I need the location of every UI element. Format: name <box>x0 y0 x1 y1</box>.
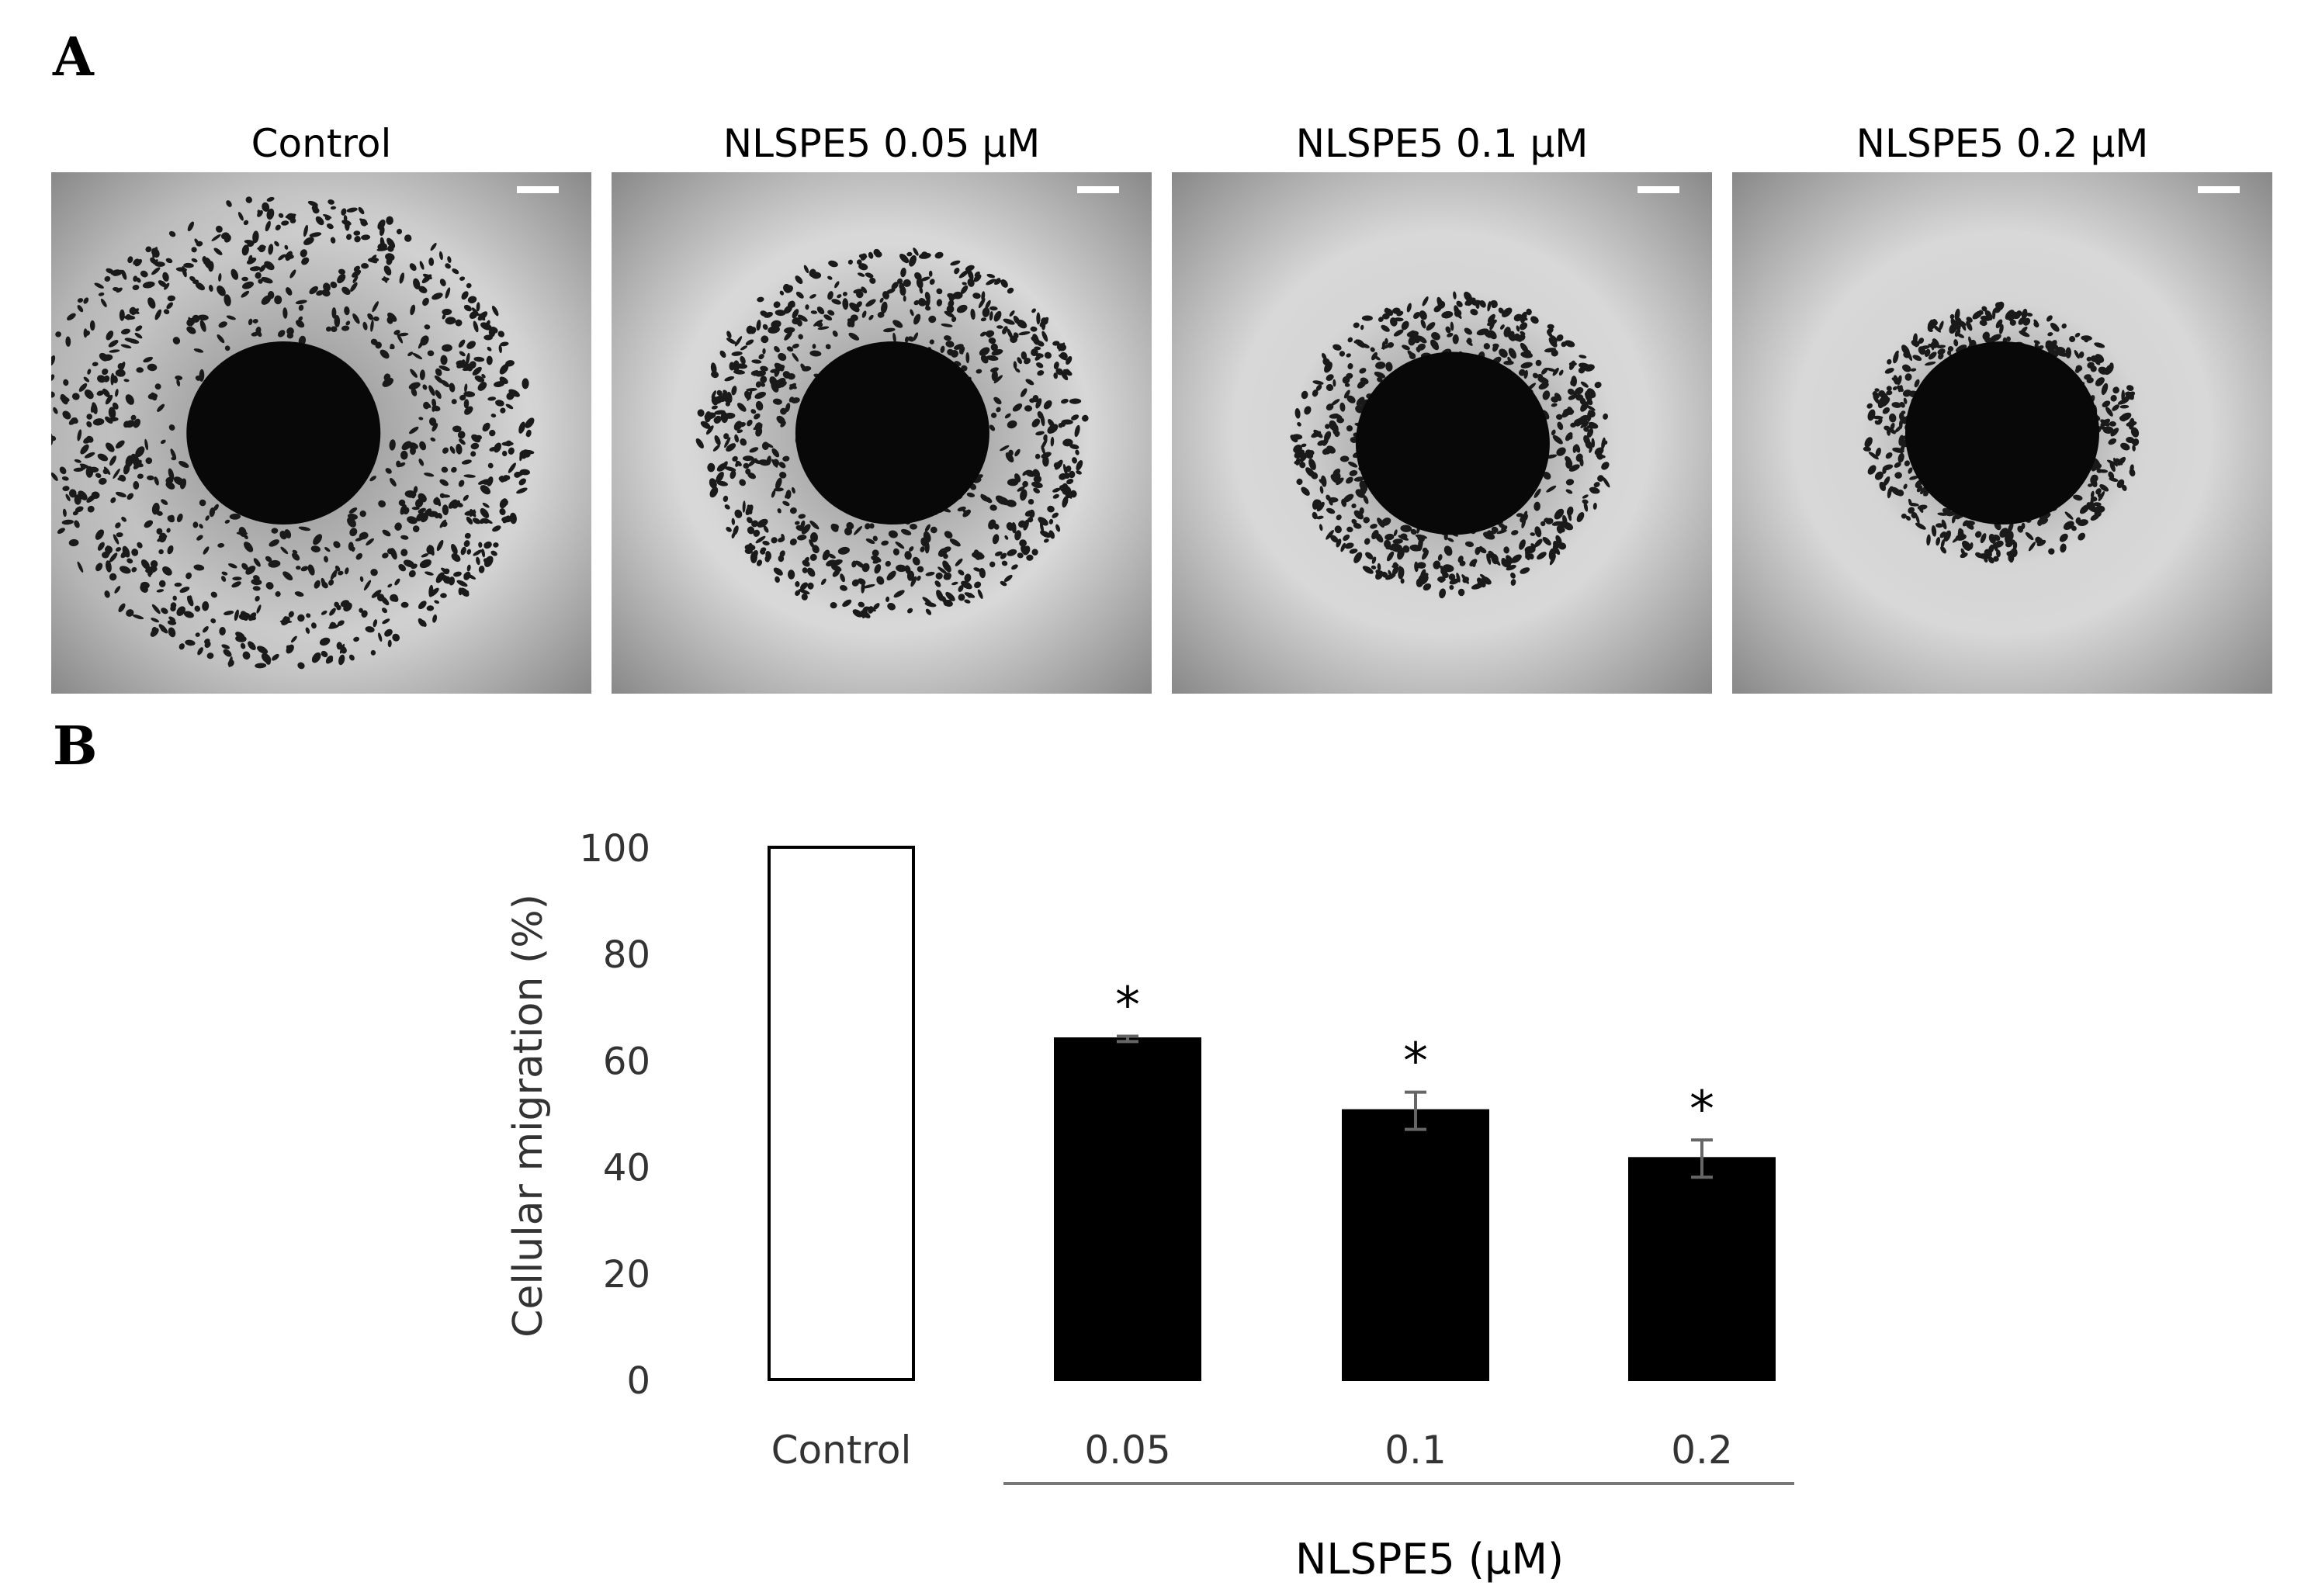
micrograph-01 <box>1172 172 1712 694</box>
y-tick-label: 0 <box>626 1359 650 1403</box>
y-axis-label: Cellular migration (%) <box>505 894 552 1338</box>
micrograph-005 <box>612 172 1152 694</box>
x-axis-label: NLSPE5 (μM) <box>1295 1535 1564 1584</box>
error-bar <box>1117 1034 1138 1044</box>
significance-marker: * <box>1403 1033 1428 1091</box>
x-tick-label: 0.05 <box>1084 1428 1170 1473</box>
image-title-01: NLSPE5 0.1 μM <box>1295 121 1589 166</box>
y-tick-label: 60 <box>603 1040 650 1083</box>
error-bar <box>1405 1090 1426 1131</box>
micrograph-control <box>51 172 591 694</box>
y-tick-label: 100 <box>579 827 650 871</box>
y-tick-label: 40 <box>603 1147 650 1190</box>
panel-b-label: B <box>53 715 98 777</box>
x-tick-label: 0.2 <box>1671 1428 1733 1473</box>
significance-marker: * <box>1689 1081 1714 1138</box>
panel-a-label: A <box>53 26 94 88</box>
bar <box>1628 1157 1776 1382</box>
image-title-control: Control <box>251 121 392 166</box>
bar <box>768 846 915 1381</box>
micrograph-02 <box>1732 172 2272 694</box>
error-bar <box>1691 1138 1713 1179</box>
bar <box>1342 1109 1489 1381</box>
y-tick-label: 20 <box>603 1253 650 1297</box>
y-tick-label: 80 <box>603 933 650 977</box>
significance-marker: * <box>1115 978 1140 1035</box>
x-tick-label: Control <box>771 1428 912 1473</box>
x-tick-label: 0.1 <box>1384 1428 1447 1473</box>
image-title-02: NLSPE5 0.2 μM <box>1856 121 2149 166</box>
bar <box>1054 1037 1201 1381</box>
image-title-005: NLSPE5 0.05 μM <box>723 121 1041 166</box>
